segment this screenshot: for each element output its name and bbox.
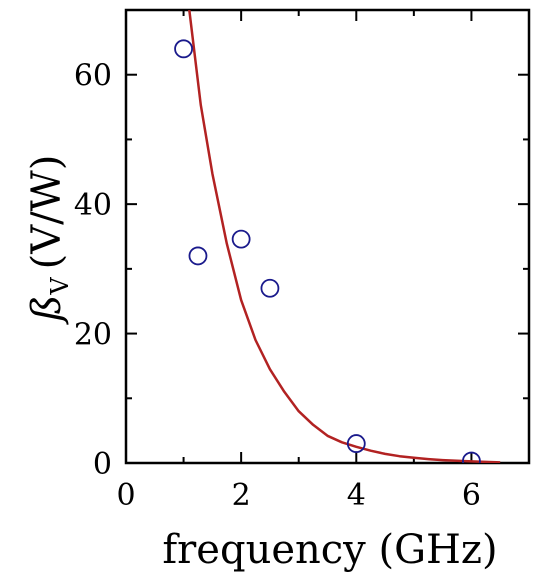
data-point xyxy=(260,278,280,298)
y-axis-units: (V/W) xyxy=(24,155,70,270)
fit-curve xyxy=(188,10,501,463)
data-point xyxy=(462,451,481,463)
y-tick-label-40: 40 xyxy=(74,188,112,223)
y-axis-symbol: ß xyxy=(24,295,70,326)
x-tick-label-6: 6 xyxy=(462,478,481,513)
y-axis-label: ßV (V/W) xyxy=(24,155,74,326)
y-tick-label-60: 60 xyxy=(74,59,112,94)
plot-frame xyxy=(124,8,531,465)
y-axis-subscript: V xyxy=(46,277,74,296)
data-point xyxy=(231,229,251,249)
x-tick-label-4: 4 xyxy=(347,478,366,513)
y-tick-label-20: 20 xyxy=(74,318,112,353)
data-point xyxy=(174,39,193,59)
x-axis-label: frequency (GHz) xyxy=(162,527,497,573)
y-tick-label-0: 0 xyxy=(93,447,112,482)
data-point xyxy=(188,246,208,266)
x-tick-label-2: 2 xyxy=(232,478,251,513)
x-tick-label-0: 0 xyxy=(116,478,135,513)
data-point xyxy=(346,434,366,453)
